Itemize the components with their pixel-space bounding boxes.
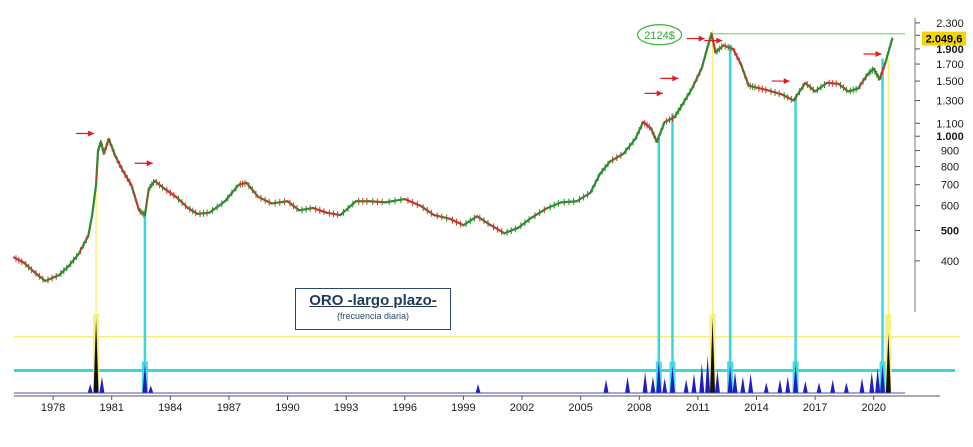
y-tick-label: 1.300 bbox=[936, 96, 964, 108]
indicator-spike bbox=[699, 363, 705, 393]
arrow-head bbox=[88, 130, 95, 137]
indicator-spike bbox=[875, 367, 881, 393]
arrow-head bbox=[875, 51, 882, 58]
indicator-spike bbox=[885, 333, 891, 393]
x-tick-label: 2017 bbox=[803, 402, 827, 414]
indicator-spike bbox=[740, 376, 746, 393]
arrow-head bbox=[146, 160, 153, 167]
indicator-spike bbox=[785, 376, 791, 393]
indicator-spike bbox=[148, 385, 154, 393]
indicator-spike bbox=[625, 376, 631, 393]
y-tick-label: 1.700 bbox=[936, 59, 964, 71]
x-tick-label: 2008 bbox=[627, 402, 651, 414]
indicator-spike bbox=[603, 379, 609, 393]
indicator-spike bbox=[748, 373, 754, 393]
indicator-spike bbox=[142, 364, 148, 393]
current-value-label: 2.049,6 bbox=[926, 34, 963, 46]
x-tick-label: 2011 bbox=[686, 402, 710, 414]
y-tick-label: 700 bbox=[941, 180, 959, 192]
indicator-spike bbox=[650, 376, 656, 393]
x-tick-label: 1996 bbox=[393, 402, 417, 414]
y-tick-label: 500 bbox=[941, 226, 959, 238]
indicator-spike bbox=[732, 372, 738, 393]
indicator-spike bbox=[475, 384, 481, 393]
y-tick-label: 600 bbox=[941, 201, 959, 213]
arrow-head bbox=[672, 75, 679, 82]
indicator-spike bbox=[763, 382, 769, 393]
x-tick-label: 1978 bbox=[41, 402, 65, 414]
indicator-spike bbox=[669, 366, 675, 393]
indicator-spike bbox=[705, 355, 711, 393]
indicator-spike bbox=[727, 366, 733, 393]
indicator-spike bbox=[642, 372, 648, 393]
indicator-spike bbox=[656, 361, 662, 393]
indicator-spike bbox=[869, 372, 875, 393]
indicator-spike bbox=[830, 379, 836, 393]
indicator-spike bbox=[843, 382, 849, 393]
indicator-spike bbox=[710, 318, 716, 393]
x-tick-label: 1984 bbox=[158, 402, 182, 414]
y-tick-label: 2.300 bbox=[936, 18, 964, 30]
indicator-spike bbox=[714, 370, 720, 393]
arrow-head bbox=[656, 90, 663, 97]
y-tick-label: 1.900 bbox=[936, 44, 964, 56]
x-tick-label: 1987 bbox=[217, 402, 241, 414]
indicator-spike bbox=[880, 364, 886, 393]
arrow-head bbox=[783, 78, 790, 85]
x-tick-label: 1990 bbox=[275, 402, 299, 414]
y-tick-label: 1.100 bbox=[936, 118, 964, 130]
arrow-head bbox=[716, 37, 723, 44]
indicator-spike bbox=[93, 318, 99, 393]
y-tick-label: 900 bbox=[941, 146, 959, 158]
x-tick-label: 1981 bbox=[99, 402, 123, 414]
indicator-spike bbox=[802, 381, 808, 393]
chart-subtitle: (frecuencia diaria) bbox=[336, 311, 410, 321]
arrow-head bbox=[698, 35, 705, 42]
x-tick-label: 2002 bbox=[510, 402, 534, 414]
peak-annotation-label: 2124$ bbox=[644, 30, 675, 42]
chart-title: ORO -largo plazo- bbox=[309, 292, 437, 309]
indicator-spike bbox=[777, 379, 783, 393]
current-value-badge bbox=[922, 31, 966, 46]
indicator-spike bbox=[99, 376, 105, 393]
indicator-spike bbox=[691, 373, 697, 393]
indicator-spike bbox=[683, 379, 689, 393]
y-tick-label: 1.000 bbox=[936, 131, 964, 143]
indicator-spike bbox=[793, 364, 799, 393]
y-tick-label: 400 bbox=[941, 256, 959, 268]
x-tick-label: 2005 bbox=[568, 402, 592, 414]
x-tick-label: 1999 bbox=[451, 402, 475, 414]
indicator-spike bbox=[859, 378, 865, 393]
indicator-spike bbox=[662, 378, 668, 393]
chart-title-box: ORO -largo plazo- (frecuencia diaria) bbox=[295, 288, 451, 330]
y-tick-label: 800 bbox=[941, 162, 959, 174]
indicator-spike bbox=[87, 384, 93, 393]
x-tick-label: 2020 bbox=[861, 402, 885, 414]
x-tick-label: 2014 bbox=[744, 402, 768, 414]
x-tick-label: 1993 bbox=[334, 402, 358, 414]
indicator-spike bbox=[816, 382, 822, 393]
peak-annotation-ellipse bbox=[636, 24, 683, 46]
y-tick-label: 1.500 bbox=[936, 76, 964, 88]
